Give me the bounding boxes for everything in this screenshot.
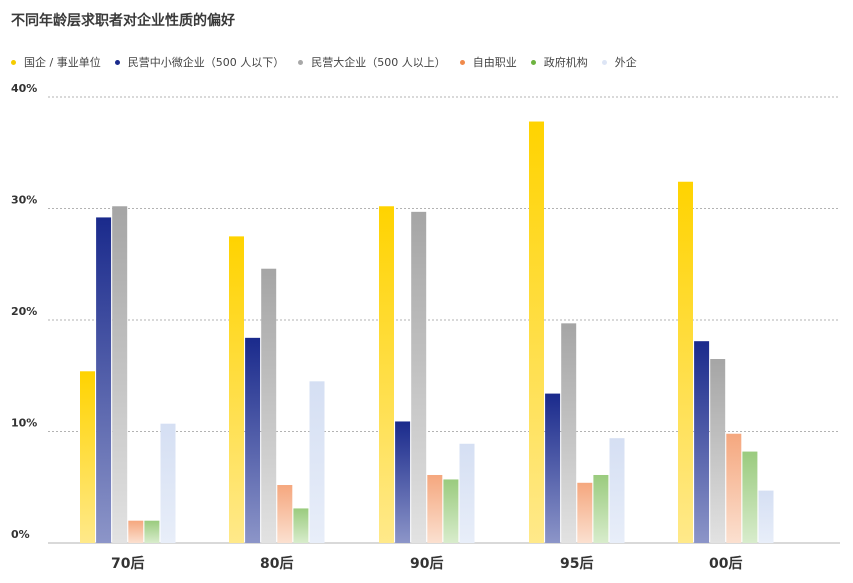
bar bbox=[261, 268, 277, 543]
bar bbox=[726, 433, 742, 543]
y-tick-label: 20% bbox=[11, 305, 37, 318]
legend-dot-icon bbox=[601, 59, 607, 65]
bar bbox=[128, 520, 144, 543]
legend-item-government: 政府机构 bbox=[530, 54, 588, 70]
bar bbox=[309, 381, 325, 543]
bar bbox=[427, 474, 443, 543]
x-category-label: 95后 bbox=[560, 555, 593, 572]
legend-dot-icon bbox=[114, 59, 120, 65]
bar bbox=[758, 490, 774, 543]
bar bbox=[678, 181, 693, 544]
bar bbox=[459, 443, 475, 543]
bar bbox=[229, 236, 244, 543]
legend-label: 民营大企业（500 人以上） bbox=[311, 56, 446, 69]
bar bbox=[742, 451, 758, 543]
bar bbox=[277, 485, 293, 543]
labels-layer: 0% 10% 20% 30% 40% 70后 80后 90后 95后 00后 bbox=[11, 82, 742, 572]
x-category-label: 70后 bbox=[111, 555, 144, 572]
legend-dot-icon bbox=[11, 59, 16, 65]
y-tick-label: 40% bbox=[11, 82, 37, 95]
legend-item-soe: 国企 / 事业单位 bbox=[11, 54, 101, 70]
bar bbox=[80, 371, 95, 543]
bar bbox=[160, 423, 176, 543]
bar bbox=[561, 323, 577, 543]
bar bbox=[379, 206, 394, 543]
legend-item-foreign: 外企 bbox=[601, 54, 637, 70]
bar bbox=[529, 121, 544, 543]
legend: 国企 / 事业单位 民营中小微企业（500 人以下） 民营大企业（500 人以上… bbox=[11, 54, 651, 70]
legend-dot-icon bbox=[298, 59, 304, 65]
bar bbox=[710, 359, 726, 543]
legend-dot-icon bbox=[459, 59, 465, 65]
x-category-label: 00后 bbox=[709, 555, 742, 572]
y-tick-label: 0% bbox=[11, 528, 30, 541]
bar bbox=[609, 438, 625, 543]
legend-item-freelance: 自由职业 bbox=[459, 54, 517, 70]
chart-title: 不同年龄层求职者对企业性质的偏好 bbox=[11, 13, 235, 29]
bar bbox=[395, 421, 411, 543]
y-tick-label: 10% bbox=[11, 417, 37, 430]
legend-label: 自由职业 bbox=[472, 56, 517, 69]
legend-item-private-smb: 民营中小微企业（500 人以下） bbox=[114, 54, 285, 70]
bar bbox=[577, 482, 593, 543]
bar bbox=[245, 337, 261, 543]
bar bbox=[545, 393, 561, 543]
bar bbox=[293, 508, 309, 543]
x-category-label: 90后 bbox=[410, 555, 443, 572]
legend-label: 民营中小微企业（500 人以下） bbox=[127, 56, 285, 69]
bar bbox=[593, 474, 609, 543]
bar bbox=[144, 520, 160, 543]
legend-label: 外企 bbox=[614, 56, 637, 69]
legend-dot-icon bbox=[530, 59, 536, 65]
legend-label: 国企 / 事业单位 bbox=[24, 56, 101, 69]
bar bbox=[443, 479, 459, 543]
bars-layer bbox=[80, 121, 774, 544]
bar bbox=[411, 211, 427, 543]
bar bbox=[96, 217, 112, 544]
bar bbox=[112, 206, 128, 543]
legend-item-private-large: 民营大企业（500 人以上） bbox=[298, 54, 446, 70]
x-category-label: 80后 bbox=[260, 555, 293, 572]
bar bbox=[694, 341, 710, 543]
legend-label: 政府机构 bbox=[543, 56, 588, 69]
y-tick-label: 30% bbox=[11, 194, 37, 207]
